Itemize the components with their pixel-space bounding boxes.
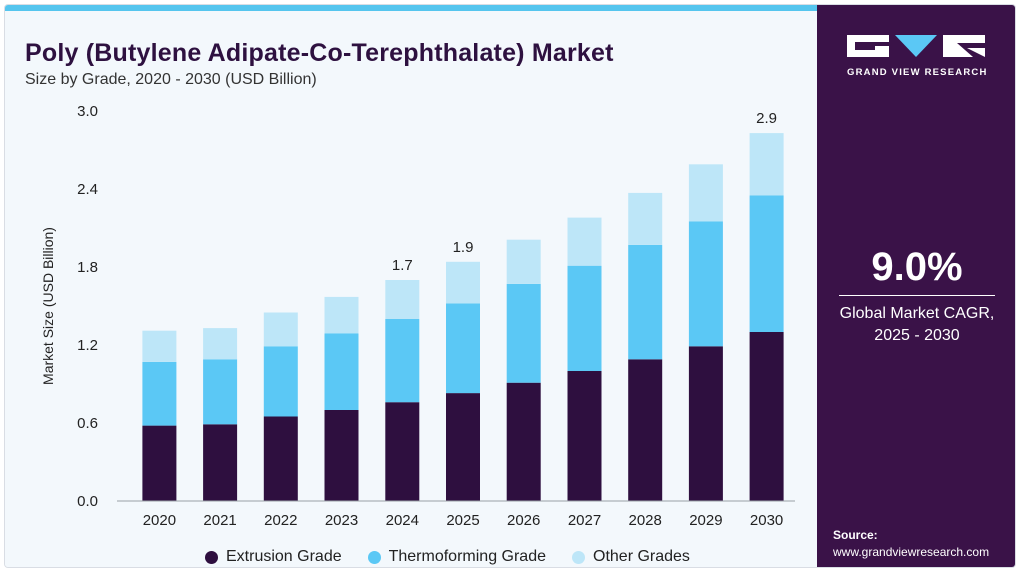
cagr-label-line2: 2025 - 2030 xyxy=(874,327,960,344)
x-tick-label-2022: 2022 xyxy=(264,512,297,529)
legend-swatch-thermoforming xyxy=(367,550,381,564)
legend-item-thermoforming: Thermoforming Grade xyxy=(367,548,546,566)
cagr-label: Global Market CAGR, 2025 - 2030 xyxy=(817,303,1015,347)
x-tick-label-2027: 2027 xyxy=(568,512,601,529)
x-tick-label-2030: 2030 xyxy=(750,512,783,529)
bar-thermoforming-2024 xyxy=(385,319,420,403)
bar-other-2027 xyxy=(567,217,602,266)
logo-marks xyxy=(847,35,987,57)
bar-thermoforming-2020 xyxy=(142,361,177,426)
chart-subtitle: Size by Grade, 2020 - 2030 (USD Billion) xyxy=(25,71,317,88)
legend-label-other: Other Grades xyxy=(593,548,690,565)
y-tick-label-2.4: 2.4 xyxy=(77,181,98,198)
bar-other-2020 xyxy=(142,330,177,362)
y-tick-label-1.8: 1.8 xyxy=(77,259,98,276)
bar-other-2022 xyxy=(263,312,298,347)
bar-thermoforming-2025 xyxy=(446,303,480,394)
bar-extrusion-2029 xyxy=(688,346,723,501)
bar-other-2023 xyxy=(324,296,359,334)
x-tick-label-2020: 2020 xyxy=(143,512,176,529)
chart-panel: Poly (Butylene Adipate-Co-Terephthalate)… xyxy=(5,11,817,567)
bar-other-2025 xyxy=(446,261,480,304)
cagr-label-line1: Global Market CAGR, xyxy=(839,305,995,322)
bar-thermoforming-2028 xyxy=(628,244,663,360)
data-label-2025: 1.9 xyxy=(453,239,474,256)
summary-panel: GRAND VIEW RESEARCH 9.0% Global Market C… xyxy=(817,5,1015,567)
accent-strip xyxy=(5,5,817,11)
x-tick-label-2028: 2028 xyxy=(629,512,662,529)
bar-thermoforming-2021 xyxy=(203,359,238,425)
bar-extrusion-2028 xyxy=(628,359,663,501)
logo-mark-v-icon xyxy=(895,35,937,57)
bar-extrusion-2024 xyxy=(385,402,420,501)
legend-swatch-other xyxy=(572,550,585,564)
data-label-2030: 2.9 xyxy=(756,110,777,127)
legend-item-other: Other Grades xyxy=(572,548,690,566)
bar-other-2028 xyxy=(628,192,663,245)
source-url: www.grandviewresearch.com xyxy=(833,545,990,559)
x-tick-label-2021: 2021 xyxy=(203,512,236,529)
bar-thermoforming-2027 xyxy=(567,265,602,371)
x-tick-label-2023: 2023 xyxy=(325,512,358,529)
bar-extrusion-2027 xyxy=(567,371,602,501)
data-label-2024: 1.7 xyxy=(392,257,413,274)
logo-mark-g-icon xyxy=(847,35,889,57)
bar-other-2030 xyxy=(749,133,784,196)
x-tick-label-2025: 2025 xyxy=(446,512,479,529)
bar-extrusion-2030 xyxy=(749,332,784,501)
bar-extrusion-2022 xyxy=(263,416,298,501)
brand-name: GRAND VIEW RESEARCH xyxy=(847,67,988,78)
y-tick-label-3.0: 3.0 xyxy=(77,103,98,120)
bar-thermoforming-2029 xyxy=(688,221,723,347)
cagr-divider xyxy=(839,295,995,296)
legend-swatch-extrusion xyxy=(205,550,218,564)
y-tick-label-1.2: 1.2 xyxy=(77,337,98,354)
infographic-frame: Poly (Butylene Adipate-Co-Terephthalate)… xyxy=(4,4,1016,568)
bar-thermoforming-2023 xyxy=(324,333,359,410)
chart-legend: Extrusion Grade Thermoforming Grade Othe… xyxy=(205,547,690,567)
legend-item-extrusion: Extrusion Grade xyxy=(205,548,342,566)
gvr-logo-icon: GRAND VIEW RESEARCH xyxy=(847,35,987,78)
logo-mark-r-icon xyxy=(943,35,985,57)
cagr-value: 9.0% xyxy=(871,245,963,289)
bar-other-2029 xyxy=(688,164,723,222)
legend-label-thermoforming: Thermoforming Grade xyxy=(388,548,546,565)
stacked-bar-chart: 2020 2021 2022 2023 2024 2025 2026 2027 2028 2029… xyxy=(40,103,795,529)
bar-thermoforming-2026 xyxy=(506,283,541,383)
x-tick-label-2024: 2024 xyxy=(386,512,419,529)
chart-title: Poly (Butylene Adipate-Co-Terephthalate)… xyxy=(25,39,614,67)
bar-extrusion-2023 xyxy=(324,410,359,501)
bar-extrusion-2025 xyxy=(446,393,480,501)
bar-extrusion-2021 xyxy=(203,424,238,501)
y-tick-label-0.6: 0.6 xyxy=(77,415,98,432)
bar-other-2026 xyxy=(506,239,541,284)
bar-thermoforming-2022 xyxy=(263,346,298,417)
bar-extrusion-2026 xyxy=(506,382,541,501)
bar-other-2024 xyxy=(385,280,420,319)
source-note: Source: www.grandviewresearch.com xyxy=(833,527,989,561)
bar-extrusion-2020 xyxy=(142,425,177,501)
y-tick-label-0.0: 0.0 xyxy=(77,493,98,510)
bar-other-2021 xyxy=(203,328,238,360)
legend-label-extrusion: Extrusion Grade xyxy=(226,548,342,565)
x-tick-label-2026: 2026 xyxy=(507,512,540,529)
x-tick-label-2029: 2029 xyxy=(689,512,722,529)
y-axis-label: Market Size (USD Billion) xyxy=(40,227,56,385)
source-label: Source: xyxy=(833,528,878,542)
bar-thermoforming-2030 xyxy=(749,195,784,332)
